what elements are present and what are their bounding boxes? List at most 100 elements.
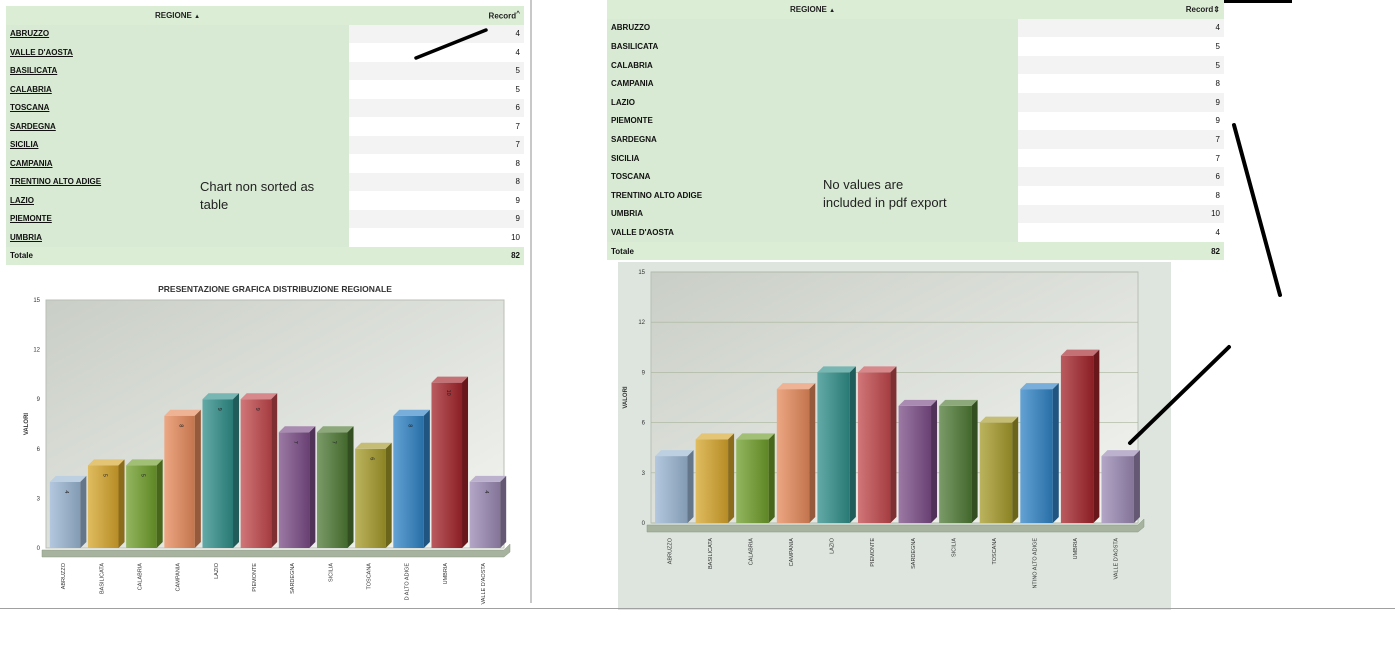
table-row: CALABRIA 5 — [6, 80, 524, 99]
bar-top — [469, 475, 507, 482]
bar-face — [164, 415, 195, 548]
bar-face — [898, 405, 932, 523]
bar-side — [728, 433, 735, 523]
record-value-cell: 8 — [349, 154, 524, 173]
total-label: Totale — [6, 246, 349, 265]
region-column-header[interactable]: REGIONE ▲ — [6, 6, 349, 25]
region-link[interactable]: SARDEGNA — [10, 121, 56, 131]
bar-face — [87, 465, 119, 548]
record-value-cell: 9 — [349, 209, 524, 228]
x-tick-label: CALABRIA — [748, 538, 754, 566]
table-row: ABRUZZO 4 — [6, 24, 524, 43]
y-tick-label: 6 — [37, 447, 41, 453]
region-link[interactable]: TRENTINO ALTO ADIGE — [10, 177, 102, 187]
region-link[interactable]: LAZIO — [10, 195, 34, 205]
table-row: SARDEGNA 7 — [607, 130, 1224, 149]
region-link[interactable]: SICILIA — [10, 140, 39, 150]
x-tick-label: CALABRIA — [137, 563, 143, 591]
record-value-cell: 7 — [1018, 148, 1224, 168]
region-cell[interactable]: CALABRIA — [6, 80, 349, 99]
region-cell[interactable]: TRENTINO ALTO ADIGE — [6, 172, 349, 191]
region-link[interactable]: CALABRIA — [10, 84, 52, 94]
bar-side — [233, 393, 240, 548]
bar-top — [979, 416, 1019, 423]
sort-icon: ^ — [516, 9, 520, 17]
x-tick-label: PIEMONTE — [252, 563, 258, 592]
bar-side — [156, 459, 163, 548]
region-link[interactable]: UMBRIA — [10, 232, 42, 242]
region-link[interactable]: PIEMONTE — [10, 214, 52, 224]
record-value-cell: 4 — [349, 43, 524, 62]
sort-asc-icon: ▲ — [194, 13, 201, 20]
bar-value-label: 7 — [292, 441, 298, 444]
region-cell[interactable]: LAZIO — [6, 191, 349, 210]
region-link[interactable]: CAMPANIA — [10, 158, 53, 168]
y-tick-label: 3 — [37, 496, 41, 502]
record-value-cell: 7 — [349, 135, 524, 154]
region-label: LAZIO — [611, 97, 635, 107]
region-label: TOSCANA — [611, 172, 651, 182]
table-row: CAMPANIA 8 — [607, 74, 1224, 93]
bar-face — [355, 448, 386, 548]
bar-2 — [736, 433, 775, 523]
bar-6 — [898, 399, 938, 523]
bar-side — [194, 409, 201, 548]
y-tick-label: 15 — [33, 298, 40, 304]
record-value-cell: 9 — [1018, 92, 1224, 112]
bar-top — [202, 393, 240, 400]
table-row: SICILIA 7 — [6, 135, 524, 154]
region-cell[interactable]: PIEMONTE — [6, 209, 349, 228]
total-label: Totale — [607, 241, 1018, 261]
bar-top — [316, 426, 354, 433]
region-label: CAMPANIA — [611, 79, 654, 89]
x-tick-label: UMBRIA — [443, 563, 449, 585]
region-cell[interactable]: BASILICATA — [6, 61, 349, 80]
table-row: UMBRIA 10 — [607, 204, 1224, 224]
region-cell[interactable]: ABRUZZO — [6, 24, 349, 43]
table-row: TRENTINO ALTO ADIGE 8 — [6, 172, 524, 191]
x-tick-label: ABRUZZO — [61, 562, 67, 589]
table-row: CALABRIA 5 — [607, 55, 1224, 75]
region-link[interactable]: VALLE D'AOSTA — [10, 47, 73, 57]
bar-face — [857, 372, 891, 523]
y-tick-label: 9 — [37, 397, 41, 403]
region-column-header[interactable]: REGIONE ▲ — [607, 0, 1018, 19]
region-cell[interactable]: SARDEGNA — [6, 117, 349, 136]
region-cell[interactable]: SICILIA — [6, 135, 349, 154]
record-column-header[interactable]: Record^ — [349, 6, 524, 25]
record-column-header[interactable]: Record⇕ — [1018, 0, 1224, 19]
x-tick-label: SARDEGNA — [290, 563, 296, 594]
sort-both-icon: ⇕ — [1213, 4, 1220, 14]
bar-value-label: 5 — [101, 474, 107, 477]
region-label: SARDEGNA — [611, 134, 657, 144]
bar-top — [278, 426, 316, 433]
record-value-cell: 9 — [349, 191, 524, 210]
bar-face — [776, 389, 810, 523]
region-link[interactable]: ABRUZZO — [10, 29, 50, 39]
right-bar-chart: 0 3 6 9 12 15 VALORI ABRUZZO BASILICATA CALABRIA C… — [623, 270, 1145, 589]
region-link[interactable]: TOSCANA — [10, 103, 50, 113]
right-annotation: No values are included in pdf export — [823, 177, 947, 210]
region-cell: SARDEGNA — [607, 130, 1018, 149]
record-value-cell: 5 — [349, 61, 524, 80]
bar-face — [240, 399, 272, 548]
bar-face — [695, 439, 729, 523]
region-link[interactable]: BASILICATA — [10, 66, 58, 76]
bar-3 — [776, 383, 816, 523]
record-value-cell: 4 — [349, 24, 524, 43]
total-value: 82 — [1018, 241, 1224, 261]
bar-top — [1020, 383, 1059, 390]
bar-side — [768, 433, 775, 523]
bar-value-label: 8 — [407, 424, 413, 427]
bar-side — [1093, 349, 1100, 523]
y-tick-label: 6 — [642, 421, 646, 427]
region-cell[interactable]: UMBRIA — [6, 228, 349, 247]
x-tick-label: BASILICATA — [99, 563, 105, 594]
total-value: 82 — [349, 246, 524, 265]
region-cell[interactable]: TOSCANA — [6, 98, 349, 117]
region-cell: TOSCANA — [607, 167, 1018, 186]
region-cell[interactable]: VALLE D'AOSTA — [6, 43, 349, 62]
region-cell[interactable]: CAMPANIA — [6, 154, 349, 173]
table-row: CAMPANIA 8 — [6, 154, 524, 173]
